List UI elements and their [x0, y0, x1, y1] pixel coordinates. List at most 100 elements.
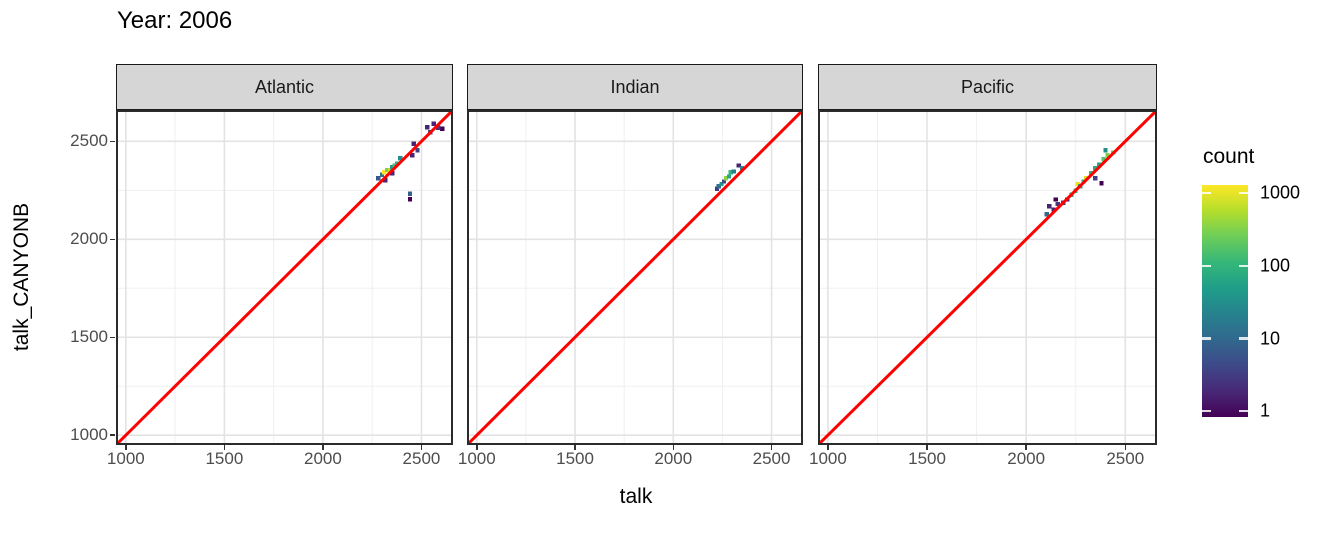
- data-bin: [728, 169, 733, 175]
- data-bin: [721, 179, 727, 184]
- x-axis-tick: [125, 445, 127, 450]
- data-bin: [1096, 162, 1102, 167]
- data-bin: [726, 174, 732, 179]
- data-bin: [398, 156, 403, 161]
- colorbar-gradient: [1202, 185, 1248, 417]
- x-tick-label: 1500: [908, 449, 946, 468]
- x-axis-tick: [574, 445, 576, 450]
- colorbar-tick-left: [1202, 410, 1211, 413]
- x-axis-tick: [420, 445, 423, 450]
- data-bin: [1053, 197, 1058, 202]
- x-tick-label: 2500: [752, 449, 791, 468]
- x-tick-label: 2500: [402, 449, 441, 468]
- facet-panel-svg: [467, 110, 803, 445]
- colorbar-tick-left: [1202, 264, 1211, 267]
- data-bin: [1101, 156, 1106, 162]
- x-axis-tick: [926, 445, 928, 450]
- data-bin: [1092, 166, 1098, 171]
- red-reference-line: [467, 110, 803, 445]
- legend-tick-label: 1: [1260, 400, 1271, 421]
- facet-strip: Atlantic: [116, 64, 453, 110]
- y-axis-tick: [110, 238, 115, 241]
- legend-title: count: [1203, 145, 1255, 168]
- x-tick-label: 2000: [654, 449, 693, 468]
- data-bin: [385, 167, 390, 173]
- data-bin: [714, 186, 720, 191]
- x-axis-title: talk: [619, 485, 653, 508]
- data-bin: [387, 168, 393, 173]
- data-bin: [439, 126, 445, 131]
- data-bin: [436, 125, 441, 130]
- x-axis-tick: [322, 445, 324, 450]
- x-tick-label: 1000: [457, 449, 496, 468]
- data-bin: [716, 184, 722, 189]
- data-bin: [1046, 204, 1052, 209]
- colorbar-tick-left: [1202, 191, 1211, 195]
- y-axis-title: talk_CANYONB: [10, 202, 33, 352]
- legend-tick-label: 100: [1260, 255, 1291, 276]
- x-tick-label: 2500: [1106, 449, 1145, 468]
- data-bin: [392, 163, 397, 168]
- plot-title: Year: 2006: [117, 7, 233, 34]
- panel-border: [467, 110, 803, 445]
- data-bin: [407, 191, 413, 196]
- grid-major-layer: [467, 110, 803, 445]
- data-bin: [383, 177, 388, 183]
- red-reference-line: [116, 110, 453, 445]
- data-bin: [431, 121, 436, 127]
- data-bin: [1051, 207, 1056, 212]
- x-axis-tick: [827, 445, 829, 450]
- panel-border: [116, 110, 453, 445]
- data-bin: [411, 141, 416, 146]
- data-bin: [1044, 212, 1049, 217]
- data-bin: [736, 163, 741, 168]
- x-tick-label: 1000: [808, 449, 847, 468]
- colorbar-tick-left: [1202, 337, 1211, 340]
- y-axis-tick: [110, 434, 115, 437]
- data-bin: [407, 196, 413, 202]
- x-tick-label: 1000: [106, 449, 145, 468]
- colorbar-tick-right: [1239, 191, 1248, 195]
- x-axis-tick: [476, 445, 478, 450]
- facet-panel-svg: [116, 110, 453, 445]
- grid-major-layer: [116, 110, 453, 445]
- x-tick-label: 2000: [304, 449, 342, 468]
- data-bin: [1105, 153, 1110, 158]
- x-tick-label: 2000: [1007, 449, 1046, 468]
- colorbar-tick-right: [1239, 264, 1248, 267]
- data-bin: [739, 166, 745, 171]
- data-bin: [1103, 148, 1108, 153]
- bins-layer: [714, 163, 745, 191]
- data-bin: [1099, 180, 1104, 186]
- colorbar-tick-right: [1239, 410, 1248, 413]
- x-axis-tick: [1025, 445, 1027, 450]
- x-axis-tick: [223, 445, 226, 450]
- x-axis-tick: [1124, 445, 1127, 450]
- data-bin: [723, 176, 729, 181]
- y-tick-label: 2500: [70, 131, 108, 151]
- y-axis-tick: [110, 140, 115, 143]
- grid-major-layer: [818, 110, 1157, 445]
- x-tick-label: 1500: [556, 449, 594, 468]
- facet-panel-svg: [818, 110, 1157, 445]
- data-bin: [1093, 175, 1098, 181]
- data-bin: [389, 171, 395, 176]
- x-tick-label: 1500: [205, 449, 244, 468]
- panel-border: [818, 110, 1157, 445]
- grid-minor-layer: [467, 110, 803, 445]
- facet-strip: Indian: [467, 64, 803, 110]
- data-bin: [410, 153, 415, 158]
- data-bin: [1055, 201, 1061, 207]
- y-tick-label: 1500: [70, 327, 108, 347]
- y-tick-label: 1000: [70, 425, 108, 445]
- x-axis-tick: [672, 445, 675, 450]
- data-bin: [390, 165, 395, 170]
- red-reference-line: [818, 110, 1157, 445]
- grid-minor-layer: [818, 110, 1157, 445]
- y-axis-tick: [110, 336, 115, 339]
- legend-tick-label: 1000: [1260, 182, 1301, 203]
- data-bin: [382, 170, 387, 175]
- grid-minor-layer: [116, 110, 453, 445]
- legend-tick-label: 10: [1260, 328, 1281, 348]
